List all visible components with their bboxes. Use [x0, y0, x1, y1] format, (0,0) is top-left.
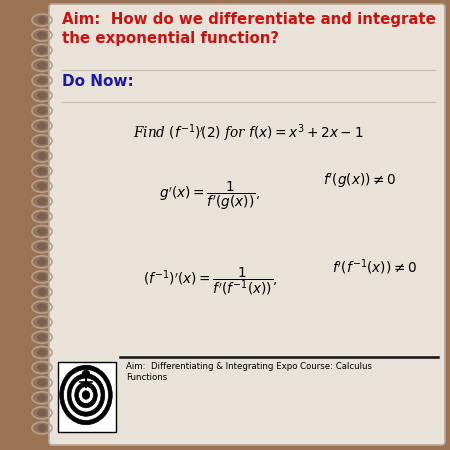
Text: $\left(f^{-1}\right)'(x) = \dfrac{1}{f'(f^{-1}(x))},$: $\left(f^{-1}\right)'(x) = \dfrac{1}{f'(… [143, 265, 277, 297]
Ellipse shape [78, 387, 94, 404]
Ellipse shape [60, 365, 112, 425]
Ellipse shape [37, 274, 46, 280]
Ellipse shape [75, 382, 97, 408]
Ellipse shape [37, 92, 46, 99]
Ellipse shape [67, 374, 105, 416]
Ellipse shape [37, 47, 46, 54]
Ellipse shape [37, 213, 46, 220]
Ellipse shape [37, 228, 46, 235]
Text: Course: Calculus: Course: Calculus [300, 362, 372, 371]
Ellipse shape [37, 17, 46, 23]
Ellipse shape [37, 334, 46, 341]
Ellipse shape [63, 369, 108, 420]
Ellipse shape [71, 378, 101, 412]
Ellipse shape [37, 122, 46, 129]
Ellipse shape [37, 198, 46, 205]
Ellipse shape [37, 258, 46, 265]
Text: $f'(g(x)) \neq 0$: $f'(g(x)) \neq 0$ [324, 172, 396, 190]
Ellipse shape [37, 167, 46, 175]
Ellipse shape [37, 32, 46, 39]
Ellipse shape [37, 394, 46, 401]
Ellipse shape [37, 379, 46, 386]
Ellipse shape [37, 243, 46, 250]
Text: $f'(f^{-1}(x)) \neq 0$: $f'(f^{-1}(x)) \neq 0$ [333, 257, 418, 277]
Ellipse shape [82, 391, 90, 399]
Ellipse shape [37, 288, 46, 296]
Ellipse shape [37, 183, 46, 190]
Ellipse shape [37, 364, 46, 371]
FancyBboxPatch shape [49, 4, 445, 445]
Ellipse shape [37, 107, 46, 114]
Ellipse shape [37, 349, 46, 356]
Text: Find $\left(f^{-1}\right)'\!(2)$ for $f(x) = x^3 + 2x - 1$: Find $\left(f^{-1}\right)'\!(2)$ for $f(… [133, 122, 363, 144]
Text: $g'(x) = \dfrac{1}{f'(g(x))},$: $g'(x) = \dfrac{1}{f'(g(x))},$ [159, 180, 261, 212]
Ellipse shape [37, 77, 46, 84]
FancyBboxPatch shape [58, 362, 116, 432]
Ellipse shape [37, 153, 46, 159]
Ellipse shape [37, 304, 46, 310]
Text: Do Now:: Do Now: [62, 74, 134, 89]
Circle shape [82, 370, 90, 378]
Text: Aim:  Differentiating & Integrating Expo
Functions: Aim: Differentiating & Integrating Expo … [126, 362, 297, 382]
Ellipse shape [37, 137, 46, 144]
Ellipse shape [37, 319, 46, 326]
Ellipse shape [37, 410, 46, 416]
Ellipse shape [37, 424, 46, 432]
Text: Aim:  How do we differentiate and integrate
the exponential function?: Aim: How do we differentiate and integra… [62, 12, 436, 46]
Ellipse shape [37, 62, 46, 69]
